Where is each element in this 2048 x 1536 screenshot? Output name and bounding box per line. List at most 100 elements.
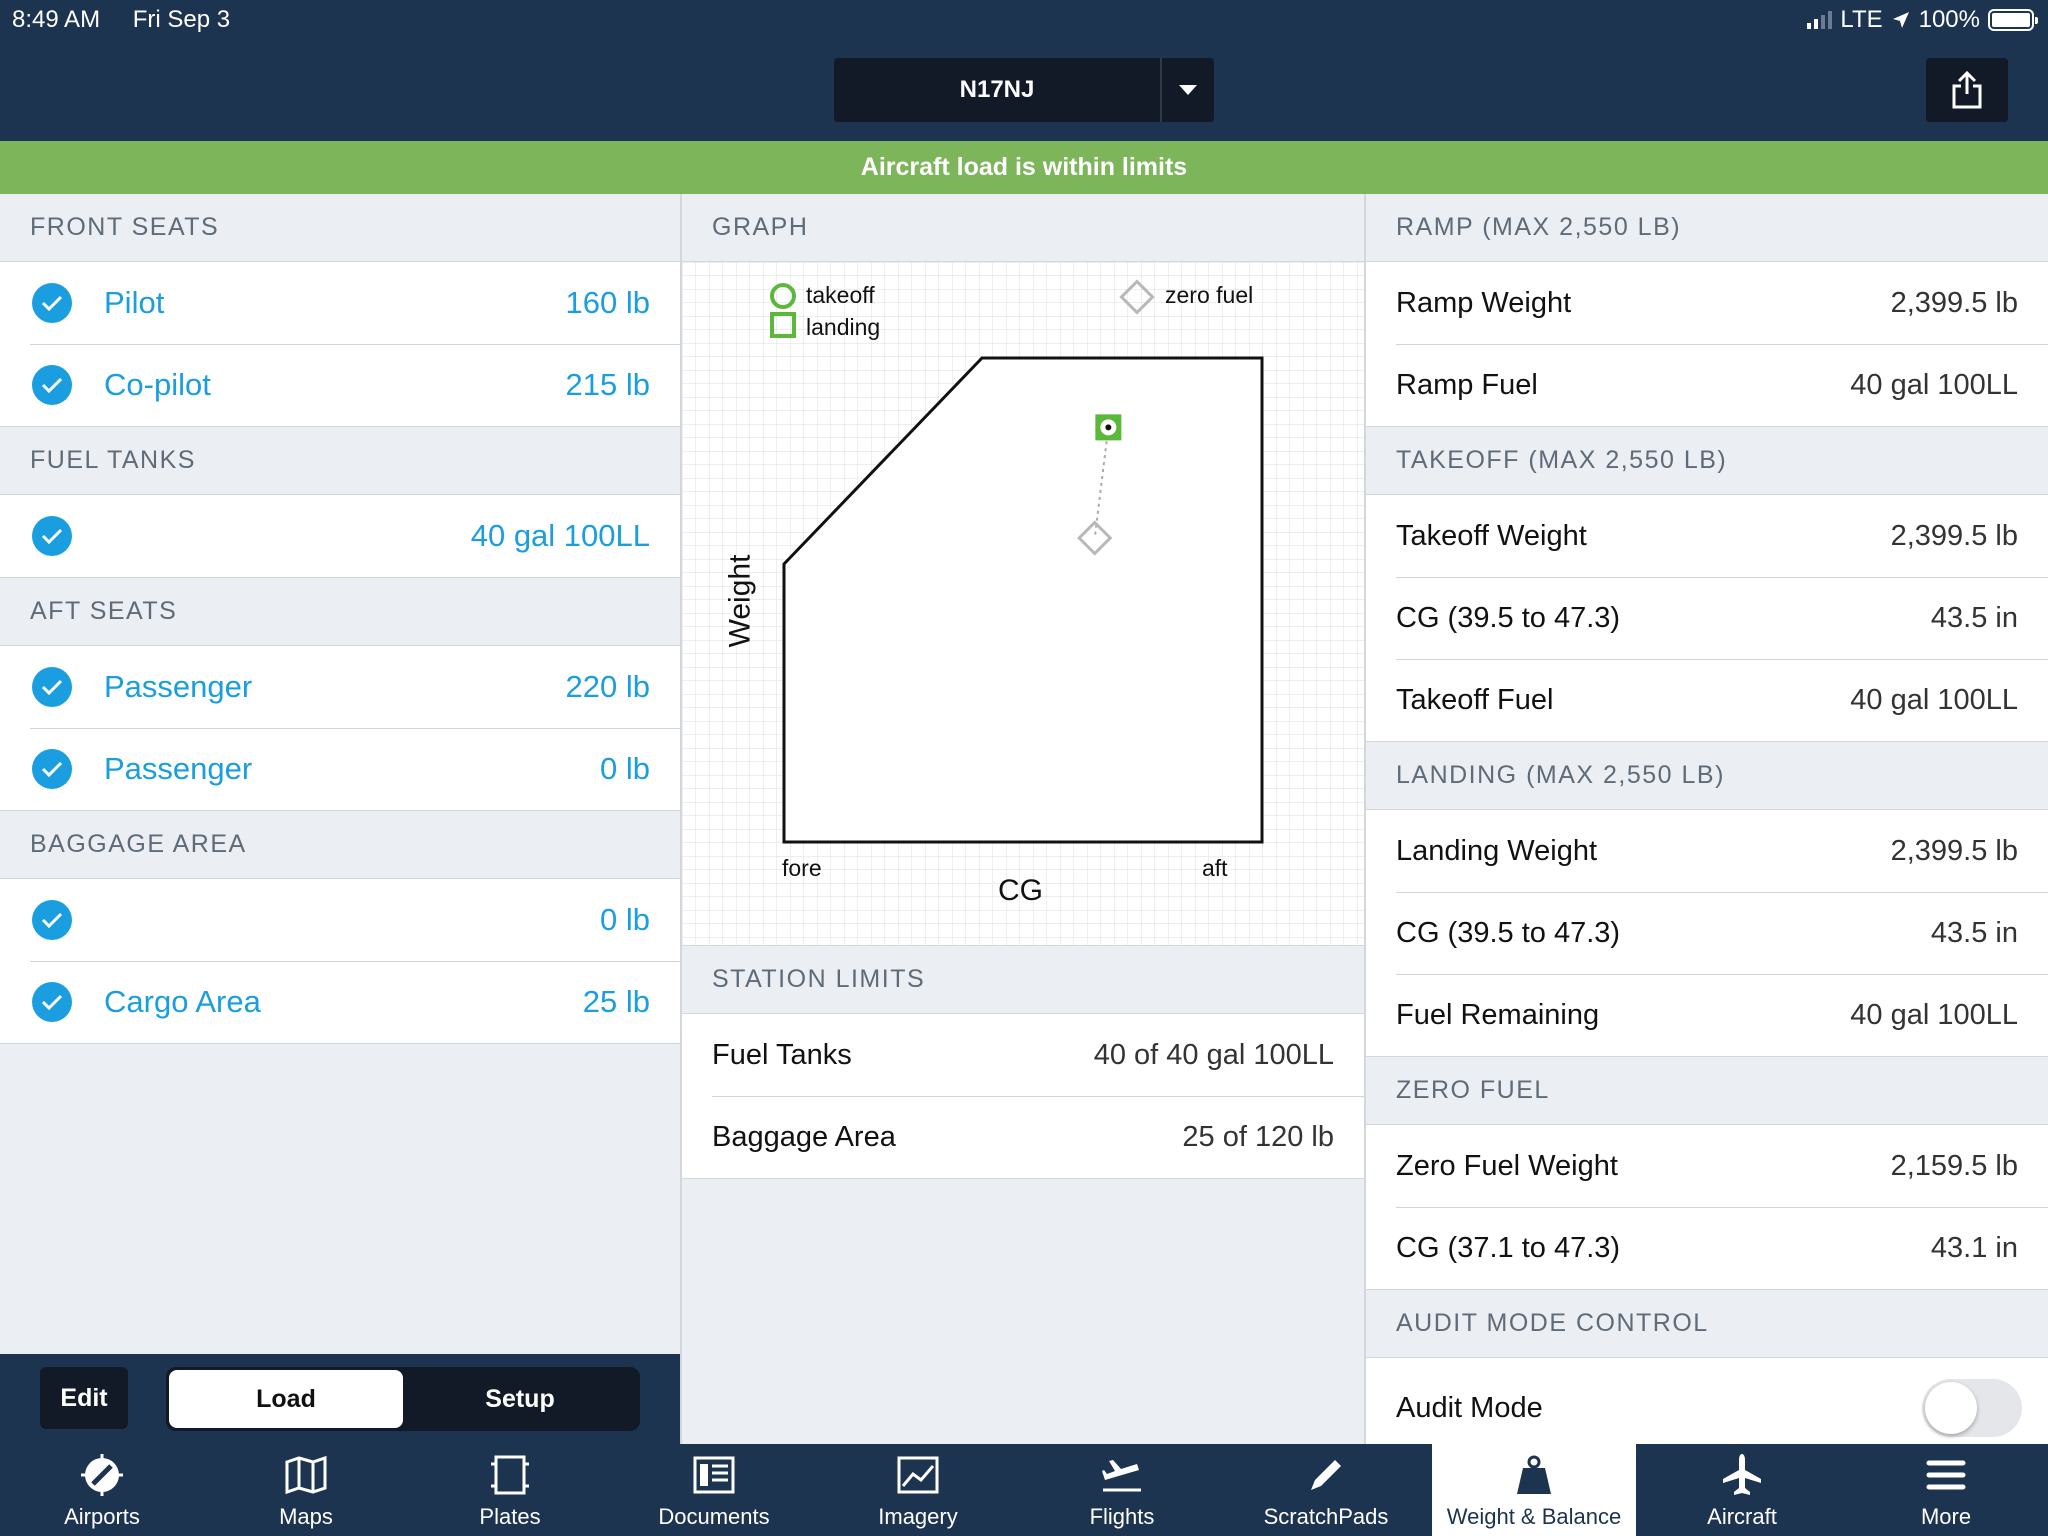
load-value[interactable]: 220 lb bbox=[565, 669, 650, 704]
audit-mode-list: Audit Mode bbox=[1366, 1358, 2048, 1444]
summary-value: 43.5 in bbox=[1930, 601, 2018, 634]
aft-seats-list: Passenger 220 lb Passenger 0 lb bbox=[0, 646, 680, 811]
load-value[interactable]: 215 lb bbox=[565, 367, 650, 402]
legend-zero-fuel-marker bbox=[1119, 279, 1155, 315]
status-date: Fri Sep 3 bbox=[132, 6, 231, 33]
limits-banner: Aircraft load is within limits bbox=[0, 141, 2048, 194]
section-header-graph: GRAPH bbox=[682, 194, 1364, 262]
summary-column: RAMP (MAX 2,550 LB) Ramp Weight 2,399.5 … bbox=[1366, 194, 2048, 1444]
tab-label: Flights bbox=[1089, 1504, 1155, 1529]
load-row-fuel[interactable]: 40 gal 100LL bbox=[0, 495, 680, 577]
tab-label: Maps bbox=[279, 1504, 333, 1529]
load-label: Passenger bbox=[104, 669, 253, 704]
load-value[interactable]: 0 lb bbox=[600, 751, 650, 786]
tab-maps[interactable]: Maps bbox=[204, 1444, 408, 1536]
plates-icon bbox=[491, 1455, 529, 1495]
load-row-baggage[interactable]: 0 lb bbox=[0, 879, 680, 961]
tab-documents[interactable]: Documents bbox=[612, 1444, 816, 1536]
summary-value: 40 gal 100LL bbox=[1850, 368, 2018, 401]
summary-row: CG (37.1 to 47.3) 43.1 in bbox=[1366, 1207, 2048, 1289]
load-segment[interactable]: Load bbox=[169, 1370, 403, 1428]
station-limit-row-baggage: Baggage Area 25 of 120 lb bbox=[682, 1096, 1364, 1178]
load-value[interactable]: 40 gal 100LL bbox=[470, 518, 650, 553]
section-header-station-limits: STATION LIMITS bbox=[682, 946, 1364, 1014]
load-row-passenger-1[interactable]: Passenger 220 lb bbox=[0, 646, 680, 728]
checkmark-icon[interactable] bbox=[32, 982, 72, 1022]
aircraft-dropdown-button[interactable] bbox=[1160, 58, 1214, 122]
tab-label: Aircraft bbox=[1707, 1504, 1777, 1529]
load-row-passenger-2[interactable]: Passenger 0 lb bbox=[0, 728, 680, 810]
top-bar: 8:49 AM Fri Sep 3 LTE 100% N17NJ bbox=[0, 0, 2048, 141]
column-divider bbox=[680, 194, 682, 1444]
tab-airports[interactable]: Airports bbox=[0, 1444, 204, 1536]
load-value[interactable]: 0 lb bbox=[600, 902, 650, 937]
zero-fuel-point bbox=[1077, 520, 1113, 556]
station-label: Fuel Tanks bbox=[712, 1038, 852, 1071]
aircraft-selector[interactable]: N17NJ bbox=[834, 58, 1214, 122]
tab-more[interactable]: More bbox=[1844, 1444, 2048, 1536]
summary-label: Fuel Remaining bbox=[1396, 998, 1600, 1031]
pencil-icon bbox=[1311, 1460, 1341, 1490]
legend-landing-marker bbox=[770, 312, 796, 338]
summary-label: Takeoff Fuel bbox=[1396, 683, 1554, 716]
summary-value: 43.5 in bbox=[1930, 916, 2018, 949]
fuel-burn-line bbox=[1093, 427, 1110, 539]
section-header-takeoff: TAKEOFF (MAX 2,550 LB) bbox=[1366, 427, 2048, 495]
summary-row: CG (39.5 to 47.3) 43.5 in bbox=[1366, 577, 2048, 659]
summary-label: CG (37.1 to 47.3) bbox=[1396, 1231, 1621, 1264]
summary-row: Takeoff Fuel 40 gal 100LL bbox=[1366, 659, 2048, 741]
tab-scratchpads[interactable]: ScratchPads bbox=[1224, 1444, 1428, 1536]
section-header-baggage-area: BAGGAGE AREA bbox=[0, 811, 680, 879]
edit-button[interactable]: Edit bbox=[40, 1367, 128, 1429]
load-value[interactable]: 160 lb bbox=[565, 285, 650, 320]
load-row-pilot[interactable]: Pilot 160 lb bbox=[0, 262, 680, 344]
section-header-aft-seats: AFT SEATS bbox=[0, 578, 680, 646]
checkmark-icon[interactable] bbox=[32, 516, 72, 556]
toggle-knob[interactable] bbox=[1925, 1382, 1977, 1434]
checkmark-icon[interactable] bbox=[32, 749, 72, 789]
summary-row: Landing Weight 2,399.5 lb bbox=[1366, 810, 2048, 892]
load-row-copilot[interactable]: Co-pilot 215 lb bbox=[0, 344, 680, 426]
landing-list: Landing Weight 2,399.5 lb CG (39.5 to 47… bbox=[1366, 810, 2048, 1057]
checkmark-icon[interactable] bbox=[32, 283, 72, 323]
menu-icon bbox=[1926, 1460, 1966, 1490]
zero-fuel-list: Zero Fuel Weight 2,159.5 lb CG (37.1 to … bbox=[1366, 1125, 2048, 1290]
tab-flights[interactable]: Flights bbox=[1020, 1444, 1224, 1536]
legend-zero-fuel-label: zero fuel bbox=[1165, 282, 1254, 308]
summary-label: CG (39.5 to 47.3) bbox=[1396, 601, 1621, 634]
y-axis-label: Weight bbox=[723, 554, 757, 648]
checkmark-icon[interactable] bbox=[32, 365, 72, 405]
legend-landing-label: landing bbox=[806, 314, 881, 340]
station-limit-row-fuel: Fuel Tanks 40 of 40 gal 100LL bbox=[682, 1014, 1364, 1096]
tab-label: ScratchPads bbox=[1263, 1504, 1389, 1529]
load-value[interactable]: 25 lb bbox=[582, 984, 650, 1019]
caret-down-icon bbox=[1179, 85, 1197, 95]
tab-imagery[interactable]: Imagery bbox=[816, 1444, 1020, 1536]
airplane-icon bbox=[1723, 1454, 1761, 1495]
tab-label: Imagery bbox=[878, 1504, 958, 1529]
load-control-bar: Edit Load Setup bbox=[0, 1354, 680, 1444]
column-divider bbox=[1364, 194, 1366, 1444]
tab-aircraft[interactable]: Aircraft bbox=[1640, 1444, 1844, 1536]
load-column: FRONT SEATS Pilot 160 lb Co-pilot 215 lb… bbox=[0, 194, 680, 1444]
checkmark-icon[interactable] bbox=[32, 900, 72, 940]
load-row-cargo-area[interactable]: Cargo Area 25 lb bbox=[0, 961, 680, 1043]
load-setup-segmented-control: Load Setup bbox=[166, 1367, 640, 1431]
audit-mode-row: Audit Mode bbox=[1366, 1358, 2048, 1444]
audit-mode-toggle[interactable] bbox=[1922, 1379, 2022, 1437]
share-icon bbox=[1952, 70, 1982, 109]
share-button[interactable] bbox=[1926, 58, 2008, 122]
front-seats-list: Pilot 160 lb Co-pilot 215 lb bbox=[0, 262, 680, 427]
section-header-landing: LANDING (MAX 2,550 LB) bbox=[1366, 742, 2048, 810]
documents-icon bbox=[693, 1456, 735, 1494]
tab-weight-balance[interactable]: Weight & Balance bbox=[1432, 1444, 1636, 1536]
aircraft-tail-number[interactable]: N17NJ bbox=[959, 76, 1035, 103]
summary-value: 2,399.5 lb bbox=[1890, 519, 2018, 552]
weight-icon bbox=[1517, 1455, 1551, 1494]
graph-column: GRAPH takeoff landing zero fuel fore aft… bbox=[682, 194, 1364, 1444]
section-header-audit-mode: AUDIT MODE CONTROL bbox=[1366, 1290, 2048, 1358]
section-header-front-seats: FRONT SEATS bbox=[0, 194, 680, 262]
tab-plates[interactable]: Plates bbox=[408, 1444, 612, 1536]
setup-segment[interactable]: Setup bbox=[485, 1384, 555, 1413]
checkmark-icon[interactable] bbox=[32, 667, 72, 707]
